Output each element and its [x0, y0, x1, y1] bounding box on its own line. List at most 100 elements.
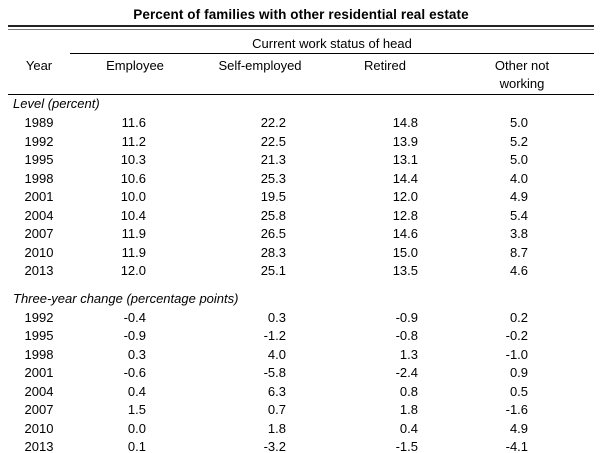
- year-cell: 2001: [24, 189, 54, 204]
- value-cell: 14.8: [392, 115, 418, 130]
- table-row: 2013 0.1 -3.2 -1.5 -4.1: [8, 438, 594, 453]
- value-cell: 4.9: [509, 189, 529, 204]
- table-row: 1995 10.3 21.3 13.1 5.0: [8, 151, 594, 170]
- value-cell: 5.4: [509, 207, 529, 223]
- table-row: 2001 10.0 19.5 12.0 4.9: [8, 188, 594, 207]
- value-cell: 14.4: [392, 170, 418, 186]
- value-cell: 28.3: [260, 244, 286, 260]
- value-cell: 10.6: [120, 170, 146, 186]
- value-cell: 11.9: [121, 244, 146, 260]
- column-header-employee: Employee: [70, 53, 200, 95]
- value-cell: 12.0: [392, 189, 418, 204]
- year-cell: 2007: [24, 402, 54, 417]
- year-cell: 2013: [24, 263, 54, 278]
- section-label-row: Level (percent): [8, 95, 594, 115]
- table-row: 2010 0.0 1.8 0.4 4.9: [8, 420, 594, 439]
- table-title: Percent of families with other residenti…: [133, 7, 469, 22]
- table-row: 1992 -0.4 0.3 -0.9 0.2: [8, 309, 594, 328]
- value-cell: -0.9: [123, 328, 146, 343]
- year-cell: 1995: [24, 328, 54, 343]
- value-cell: 0.3: [127, 346, 146, 362]
- value-cell: 12.8: [392, 207, 418, 223]
- year-cell: 1998: [24, 346, 54, 362]
- data-table: Current work status of head Year Employe…: [8, 31, 595, 453]
- value-cell: 6.3: [267, 383, 286, 399]
- value-cell: 14.6: [392, 226, 418, 241]
- value-cell: 0.0: [127, 420, 146, 436]
- value-cell: -1.0: [505, 346, 529, 362]
- title-double-rule: [8, 25, 594, 30]
- value-cell: 8.7: [509, 244, 529, 260]
- year-cell: 1989: [24, 115, 54, 130]
- value-cell: 4.0: [267, 346, 286, 362]
- value-cell: 4.6: [509, 263, 529, 278]
- column-header-other-not-working-label: Other not working: [494, 58, 550, 91]
- value-cell: 11.9: [121, 226, 146, 241]
- table-row: 1998 0.3 4.0 1.3 -1.0: [8, 346, 594, 365]
- value-cell: 5.0: [509, 152, 529, 167]
- value-cell: 10.0: [120, 189, 146, 204]
- table-row: 1992 11.2 22.5 13.9 5.2: [8, 133, 594, 152]
- value-cell: 4.9: [509, 420, 529, 436]
- column-header-other-not-working: Other not working: [450, 53, 595, 95]
- value-cell: 0.2: [509, 309, 529, 325]
- value-cell: -5.8: [263, 365, 286, 380]
- table-row: 1998 10.6 25.3 14.4 4.0: [8, 170, 594, 189]
- table-row: 1989 11.6 22.2 14.8 5.0: [8, 114, 594, 133]
- year-cell: 2004: [24, 383, 54, 399]
- value-cell: 10.4: [120, 207, 146, 223]
- value-cell: 13.9: [392, 133, 418, 149]
- value-cell: -2.4: [395, 365, 418, 380]
- value-cell: 0.8: [399, 383, 418, 399]
- value-cell: 11.6: [121, 115, 146, 130]
- spanner-spacer-cell: [8, 31, 70, 54]
- year-cell: 1998: [24, 170, 54, 186]
- column-header-year: Year: [8, 53, 70, 95]
- value-cell: 0.9: [509, 365, 529, 380]
- year-cell: 2004: [24, 207, 54, 223]
- year-cell: 1992: [24, 133, 54, 149]
- value-cell: 0.7: [267, 402, 286, 417]
- year-cell: 2010: [24, 244, 54, 260]
- value-cell: 26.5: [260, 226, 286, 241]
- value-cell: -1.5: [395, 439, 418, 453]
- table-row: 2007 1.5 0.7 1.8 -1.6: [8, 401, 594, 420]
- year-cell: 1992: [24, 309, 54, 325]
- value-cell: 1.3: [399, 346, 418, 362]
- table-row: 2010 11.9 28.3 15.0 8.7: [8, 244, 594, 263]
- year-cell: 2007: [24, 226, 54, 241]
- value-cell: 13.5: [392, 263, 418, 278]
- column-header-self-employed: Self-employed: [200, 53, 320, 95]
- column-header-retired: Retired: [320, 53, 450, 95]
- value-cell: 0.4: [127, 383, 146, 399]
- value-cell: 1.8: [267, 420, 286, 436]
- value-cell: 11.2: [121, 133, 146, 149]
- value-cell: -4.1: [505, 439, 529, 453]
- value-cell: 12.0: [120, 263, 146, 278]
- value-cell: 5.0: [509, 115, 529, 130]
- value-cell: 21.3: [260, 152, 286, 167]
- table-row: 2001 -0.6 -5.8 -2.4 0.9: [8, 364, 594, 383]
- value-cell: 25.3: [260, 170, 286, 186]
- value-cell: 25.1: [260, 263, 286, 278]
- value-cell: 19.5: [260, 189, 286, 204]
- section-label: Three-year change (percentage points): [13, 290, 239, 306]
- spanner-label: Current work status of head: [70, 31, 595, 54]
- value-cell: -0.8: [395, 328, 418, 343]
- table-body: Level (percent) 1989 11.6 22.2 14.8 5.0 1992 11…: [8, 95, 594, 453]
- value-cell: 5.2: [509, 133, 529, 149]
- value-cell: 0.3: [267, 309, 286, 325]
- value-cell: -0.6: [123, 365, 146, 380]
- value-cell: 13.1: [392, 152, 418, 167]
- value-cell: 22.2: [260, 115, 286, 130]
- value-cell: 4.0: [509, 170, 529, 186]
- value-cell: -1.2: [263, 328, 286, 343]
- value-cell: 10.3: [120, 152, 146, 167]
- value-cell: 3.8: [509, 226, 529, 241]
- table-row: 2013 12.0 25.1 13.5 4.6: [8, 262, 594, 281]
- table-row: 2004 10.4 25.8 12.8 5.4: [8, 207, 594, 226]
- value-cell: 0.5: [509, 383, 529, 399]
- year-cell: 2010: [24, 420, 54, 436]
- value-cell: -0.9: [395, 309, 418, 325]
